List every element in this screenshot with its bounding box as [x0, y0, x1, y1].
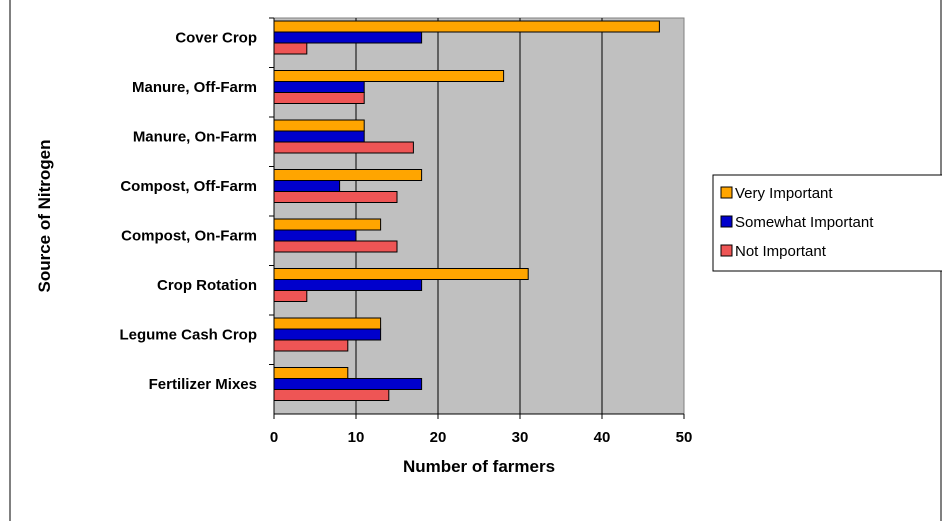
category-labels: Cover Crop Manure, Off-Farm Manure, On-Far…: [119, 17, 274, 393]
category-label: Crop Rotation: [157, 277, 257, 294]
bar-very-important: [273, 20, 660, 33]
category-label: Cover Crop: [175, 30, 257, 47]
x-tick-label: 10: [348, 429, 365, 446]
category-label: Manure, Off-Farm: [132, 79, 257, 96]
x-tick-label: 50: [676, 429, 693, 446]
bar-very-important: [273, 268, 529, 280]
legend-swatch: [720, 244, 733, 257]
bar-somewhat-important: [273, 229, 357, 242]
bar-not-important: [273, 339, 349, 352]
legend-label: Not Important: [735, 243, 827, 260]
bar-not-important: [273, 141, 414, 154]
category-label: Manure, On-Farm: [133, 129, 257, 146]
bar-not-important: [273, 191, 398, 203]
bar-very-important: [273, 218, 382, 231]
bar-very-important: [273, 169, 423, 181]
legend-swatch: [720, 215, 733, 228]
x-tick-label: 30: [512, 429, 529, 446]
bar-very-important: [273, 317, 382, 330]
bar-not-important: [273, 290, 308, 302]
x-tick-label: 20: [430, 429, 447, 446]
y-axis-title: Source of Nitrogen: [35, 139, 54, 292]
x-tick-labels: 0 10 20 30 40 50: [270, 414, 693, 446]
bar-very-important: [273, 70, 505, 82]
bar-somewhat-important: [273, 81, 365, 93]
bar-somewhat-important: [273, 328, 382, 341]
bar-very-important: [273, 367, 349, 379]
bar-very-important: [273, 119, 365, 132]
bar-somewhat-important: [273, 279, 423, 291]
bar-somewhat-important: [273, 31, 423, 44]
bar-not-important: [273, 92, 365, 104]
category-label: Compost, Off-Farm: [120, 178, 257, 195]
category-label: Fertilizer Mixes: [149, 376, 257, 393]
category-label: Compost, On-Farm: [121, 228, 257, 245]
category-label: Legume Cash Crop: [119, 327, 257, 344]
legend-label: Very Important: [735, 185, 833, 202]
bars-group: [273, 20, 660, 401]
bar-not-important: [273, 42, 308, 55]
bar-not-important: [273, 240, 398, 253]
legend-label: Somewhat Important: [735, 214, 874, 231]
x-axis-title: Number of farmers: [403, 457, 555, 476]
legend: Very Important Somewhat Important Not Impo…: [712, 174, 942, 272]
legend-box: [712, 174, 942, 272]
bar-somewhat-important: [273, 378, 423, 390]
x-tick-label: 0: [270, 429, 278, 446]
x-tick-label: 40: [594, 429, 611, 446]
bar-somewhat-important: [273, 180, 341, 192]
bar-not-important: [273, 389, 390, 401]
bar-somewhat-important: [273, 130, 365, 143]
legend-swatch: [720, 186, 733, 199]
